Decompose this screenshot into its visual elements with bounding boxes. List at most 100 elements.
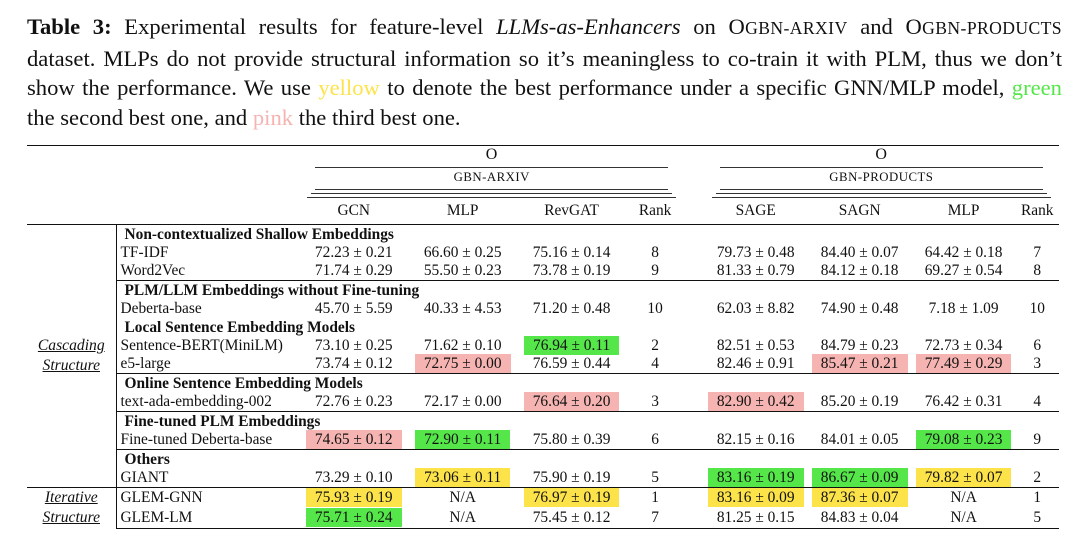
value-cell: 75.71 ± 0.24 xyxy=(299,507,409,529)
section-divider xyxy=(27,373,1059,374)
table-row: Word2Vec 71.74 ± 0.29 55.50 ± 0.23 73.78 ± … xyxy=(27,262,1059,281)
section-title: Non-contextualized Shallow Embeddings xyxy=(124,226,394,243)
section-title-row: Fine-tuned PLM Embeddings xyxy=(27,412,1059,431)
highlighted-value: 77.49 ± 0.29 xyxy=(915,354,1012,373)
value-cell: 81.33 ± 0.79 xyxy=(716,262,795,279)
value-cell: 84.83 ± 0.04 xyxy=(807,507,912,529)
value-cell: 79.73 ± 0.48 xyxy=(716,244,795,261)
value-cell: 71.62 ± 0.10 xyxy=(423,337,502,354)
dataset-name-arxiv: OGBN-ARXIV xyxy=(728,14,848,39)
value-cell: 79.08 ± 0.23 xyxy=(912,430,1016,450)
value-cell: 76.97 ± 0.19 xyxy=(517,487,626,508)
value-cell: N/A xyxy=(911,507,1016,529)
highlighted-value: 83.16 ± 0.19 xyxy=(707,468,804,487)
method-name: Word2Vec xyxy=(120,262,186,279)
highlighted-value: 83.16 ± 0.09 xyxy=(707,487,804,507)
highlighted-value: 76.97 ± 0.19 xyxy=(523,487,620,507)
column-header: SAGE xyxy=(703,198,808,225)
dataset-name-products: OGBN-PRODUCTS xyxy=(905,14,1062,39)
rank-cell: 6 xyxy=(651,431,659,448)
rank-cell: 3 xyxy=(651,393,659,410)
structure-label-cascading: Cascading Structure xyxy=(27,224,117,488)
value-cell: 82.51 ± 0.53 xyxy=(716,337,795,354)
value-cell: 76.64 ± 0.20 xyxy=(517,392,626,412)
value-cell: 79.82 ± 0.07 xyxy=(912,468,1016,488)
method-name: Fine-tuned Deberta-base xyxy=(120,431,273,448)
value-cell: 64.42 ± 0.18 xyxy=(924,244,1003,261)
value-cell: 72.90 ± 0.11 xyxy=(408,430,517,450)
highlighted-value: 87.36 ± 0.07 xyxy=(811,487,908,507)
section-divider xyxy=(27,449,1059,450)
highlighted-value: 76.94 ± 0.11 xyxy=(524,336,620,355)
rank-cell: 7 xyxy=(1033,244,1042,261)
legend-green-word: green xyxy=(1011,75,1062,100)
highlighted-value: 82.90 ± 0.42 xyxy=(707,392,804,411)
rank-cell: 9 xyxy=(1033,431,1042,448)
group-arxiv: O GBN-ARXIV xyxy=(299,146,684,198)
section-title-row: Local Sentence Embedding Models xyxy=(27,318,1059,337)
section-title-row: Online Sentence Embedding Models xyxy=(27,374,1059,393)
highlighted-value: 74.65 ± 0.12 xyxy=(305,430,402,449)
caption-emphasis: LLMs-as-Enhancers xyxy=(496,14,681,39)
method-name: GIANT xyxy=(120,469,169,486)
column-header: SAGN xyxy=(807,198,912,225)
table-row: TF-IDF 72.23 ± 0.21 66.60 ± 0.25 75.16 ± 0.… xyxy=(27,244,1059,262)
table-row: Fine-tuned Deberta-base 74.65 ± 0.12 72.90… xyxy=(27,430,1059,450)
value-cell: 55.50 ± 0.23 xyxy=(423,262,502,279)
section-title-row: Cascading Structure Non-contextualized Sha… xyxy=(27,224,1059,488)
table-row: text-ada-embedding-002 72.76 ± 0.23 72.17 … xyxy=(27,392,1059,412)
section-divider xyxy=(27,280,1059,281)
rank-cell: 4 xyxy=(651,355,659,372)
table-row: e5-large 73.74 ± 0.12 72.75 ± 0.00 76.59 ± … xyxy=(27,354,1059,374)
caption-text: the third best one. xyxy=(293,104,461,130)
value-cell: 84.12 ± 0.18 xyxy=(820,262,899,279)
value-cell: 69.27 ± 0.54 xyxy=(924,262,1003,279)
value-cell: 72.23 ± 0.21 xyxy=(314,244,393,261)
dataset-group-label: O GBN-ARXIV xyxy=(311,146,673,194)
section-title: PLM/LLM Embeddings without Fine-tuning xyxy=(124,282,420,299)
value-cell: 7.18 ± 1.09 xyxy=(928,300,999,317)
value-cell: 82.90 ± 0.42 xyxy=(704,392,808,412)
section-title: Fine-tuned PLM Embeddings xyxy=(124,413,321,430)
structure-label-iterative: Iterative Structure xyxy=(27,488,117,528)
group-header-row: O GBN-ARXIV O GBN-PRODUCTS xyxy=(27,146,1059,198)
section-title-row: Others xyxy=(27,450,1059,469)
rank-cell: 2 xyxy=(651,337,659,354)
value-cell: 82.15 ± 0.16 xyxy=(716,431,795,448)
highlighted-value: 75.71 ± 0.24 xyxy=(305,507,402,527)
caption-label: Table 3: xyxy=(27,14,112,39)
value-cell: 73.10 ± 0.25 xyxy=(314,337,393,354)
highlighted-value: 72.75 ± 0.00 xyxy=(414,354,511,373)
value-cell: 83.16 ± 0.09 xyxy=(704,487,808,508)
value-cell: 73.74 ± 0.12 xyxy=(314,355,393,372)
rank-cell: 2 xyxy=(1033,469,1042,486)
caption-text: and xyxy=(847,14,906,39)
table-row: GIANT 73.29 ± 0.10 73.06 ± 0.11 75.90 ± 0.1… xyxy=(27,468,1059,488)
table-caption: Table 3: Experimental results for featur… xyxy=(27,12,1062,132)
legend-pink-word: pink xyxy=(252,104,294,130)
table-row: Deberta-base 45.70 ± 5.59 40.33 ± 4.53 71.2… xyxy=(27,300,1059,318)
method-name: text-ada-embedding-002 xyxy=(120,393,272,410)
value-cell: N/A xyxy=(408,507,518,529)
caption-text: to denote the best performance under a s… xyxy=(379,75,1012,100)
value-cell: 76.94 ± 0.11 xyxy=(517,336,626,355)
value-cell: 74.65 ± 0.12 xyxy=(299,430,408,450)
results-table: O GBN-ARXIV O GBN-PRODUCTS GCN MLP RevGAT Rank S… xyxy=(27,145,1059,529)
rank-cell: 5 xyxy=(651,469,659,486)
value-cell: 66.60 ± 0.25 xyxy=(423,244,502,261)
method-name: TF-IDF xyxy=(120,244,169,261)
table-row: GLEM-LM 75.71 ± 0.24 N/A 75.45 ± 0.12 7 81.25… xyxy=(27,507,1059,529)
section-title: Online Sentence Embedding Models xyxy=(124,375,363,392)
highlighted-value: 86.67 ± 0.09 xyxy=(811,468,908,487)
value-cell: N/A xyxy=(950,488,977,506)
value-cell: 81.25 ± 0.15 xyxy=(703,507,808,529)
rank-cell: 5 xyxy=(1015,507,1059,529)
value-cell: 74.90 ± 0.48 xyxy=(820,300,899,317)
value-cell: 86.67 ± 0.09 xyxy=(808,468,912,488)
value-cell: 45.70 ± 5.59 xyxy=(314,300,393,317)
column-header: RevGAT xyxy=(517,198,627,225)
value-cell: 71.20 ± 0.48 xyxy=(532,300,611,317)
legend-yellow-word: yellow xyxy=(318,75,380,100)
value-cell: 84.01 ± 0.05 xyxy=(820,431,899,448)
method-name: e5-large xyxy=(120,355,171,372)
